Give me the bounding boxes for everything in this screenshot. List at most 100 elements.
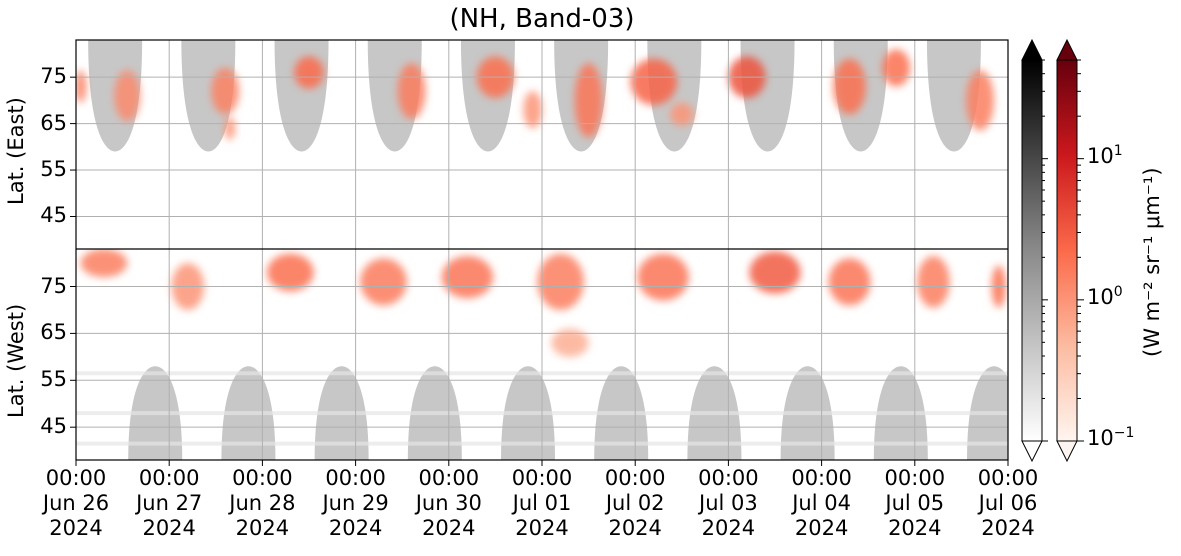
x-tick-time: 00:00 — [604, 466, 666, 490]
activity-west — [551, 328, 589, 357]
x-tick-year: 2024 — [515, 516, 569, 540]
x-tick-label: 00:00 Jul 04 2024 — [767, 466, 877, 541]
y-tick-label: 55 — [40, 367, 67, 392]
activity-west — [637, 253, 689, 301]
activity-east — [630, 58, 678, 106]
y-axis-label-west: Lat. (West) — [4, 303, 28, 418]
activity-west — [267, 253, 314, 292]
activity-west — [360, 258, 407, 306]
chart-title: (NH, Band-03) — [449, 4, 635, 34]
daylight-mask-east — [274, 40, 329, 152]
x-tick-label: 00:00 Jul 06 2024 — [953, 466, 1063, 541]
activity-east — [397, 63, 426, 119]
x-tick-label: 00:00 Jun 29 2024 — [301, 466, 411, 541]
x-tick-time: 00:00 — [45, 466, 107, 490]
activity-east — [211, 67, 240, 115]
x-tick-date: Jun 27 — [136, 491, 203, 515]
activity-east — [294, 56, 324, 89]
x-tick-date: Jul 01 — [512, 491, 572, 515]
x-tick-label: 00:00 Jun 28 2024 — [207, 466, 317, 541]
colorbar-tick-label: 101 — [1087, 143, 1123, 168]
x-tick-label: 00:00 Jun 26 2024 — [21, 466, 131, 541]
activity-east — [882, 49, 911, 87]
x-tick-time: 00:00 — [884, 466, 946, 490]
x-tick-year: 2024 — [888, 516, 942, 540]
x-tick-label: 00:00 Jul 02 2024 — [580, 466, 690, 541]
activity-west — [749, 251, 801, 294]
x-tick-year: 2024 — [142, 516, 196, 540]
colorbar-red — [1056, 59, 1078, 442]
x-tick-date: Jun 30 — [415, 491, 482, 515]
activity-east — [114, 70, 141, 122]
x-tick-date: Jun 28 — [229, 491, 296, 515]
colorbar-grey — [1021, 59, 1043, 442]
x-tick-time: 00:00 — [325, 466, 386, 490]
x-tick-date: Jul 05 — [885, 491, 945, 515]
x-tick-label: 00:00 Jun 27 2024 — [114, 466, 224, 541]
x-tick-date: Jul 06 — [978, 491, 1038, 515]
x-tick-year: 2024 — [794, 516, 849, 540]
activity-east — [670, 102, 694, 126]
colorbar-tick-base: 10 — [1087, 426, 1114, 450]
activity-east — [833, 58, 866, 115]
colorbar-tick-exponent: −1 — [1113, 425, 1135, 441]
colorbar-grey-extend-top — [1021, 38, 1043, 61]
x-tick-time: 00:00 — [138, 466, 200, 490]
x-tick-time: 00:00 — [791, 466, 852, 490]
x-tick-year: 2024 — [422, 516, 476, 540]
east-panel — [76, 40, 995, 152]
activity-west — [537, 253, 584, 310]
colorbar-red-extend-top — [1056, 38, 1078, 61]
y-tick-label: 65 — [40, 110, 67, 135]
x-tick-year: 2024 — [49, 516, 103, 540]
x-tick-time: 00:00 — [418, 466, 480, 490]
grid — [75, 40, 1009, 460]
activity-east — [76, 70, 87, 103]
x-tick-label: 00:00 Jul 01 2024 — [487, 466, 597, 541]
x-tick-label: 00:00 Jul 05 2024 — [860, 466, 970, 541]
x-tick-year: 2024 — [701, 516, 756, 540]
x-tick-date: Jun 26 — [42, 491, 110, 515]
plot-frame — [70, 39, 1009, 466]
colorbar-tick-base: 10 — [1087, 284, 1114, 309]
x-tick-date: Jul 02 — [605, 491, 665, 515]
x-tick-year: 2024 — [981, 516, 1035, 540]
y-tick-label: 75 — [40, 64, 67, 89]
activity-east — [523, 91, 542, 129]
x-tick-time: 00:00 — [698, 466, 759, 490]
activity-east — [966, 70, 995, 131]
x-tick-year: 2024 — [328, 516, 383, 540]
colorbar-tick-label: 100 — [1087, 284, 1123, 309]
activity-east — [224, 116, 236, 140]
x-tick-date: Jul 04 — [792, 491, 851, 515]
x-tick-date: Jul 03 — [699, 491, 758, 515]
west-panel — [76, 249, 1008, 460]
y-axis-label-east: Lat. (East) — [4, 97, 28, 205]
y-tick-label: 65 — [40, 320, 67, 345]
colorbar-tick-exponent: 0 — [1113, 283, 1123, 300]
colorbars — [1021, 38, 1084, 463]
colorbar-tick-label: 10−1 — [1087, 425, 1134, 450]
x-tick-year: 2024 — [608, 516, 662, 540]
x-tick-time: 00:00 — [232, 466, 293, 490]
activity-west — [441, 256, 494, 299]
colorbar-grey-extend-bottom — [1021, 440, 1043, 463]
colorbar-label: (W m⁻² sr⁻¹ μm⁻¹) — [1140, 167, 1164, 357]
y-tick-label: 45 — [40, 414, 67, 439]
activity-west — [828, 258, 871, 306]
colorbar-tick-base: 10 — [1087, 143, 1114, 168]
x-tick-time: 00:00 — [977, 466, 1039, 490]
x-tick-label: 00:00 Jun 30 2024 — [394, 466, 504, 541]
x-tick-time: 00:00 — [511, 466, 573, 490]
activity-east — [574, 63, 603, 138]
x-tick-date: Jun 29 — [322, 491, 389, 515]
activity-west — [917, 256, 950, 308]
y-tick-label: 75 — [40, 273, 67, 298]
y-tick-label: 55 — [40, 157, 67, 182]
x-tick-label: 00:00 Jul 03 2024 — [673, 466, 783, 541]
y-tick-label: 45 — [40, 203, 67, 228]
activity-west — [80, 249, 128, 278]
colorbar-red-extend-bottom — [1056, 440, 1078, 463]
x-tick-year: 2024 — [235, 516, 290, 540]
